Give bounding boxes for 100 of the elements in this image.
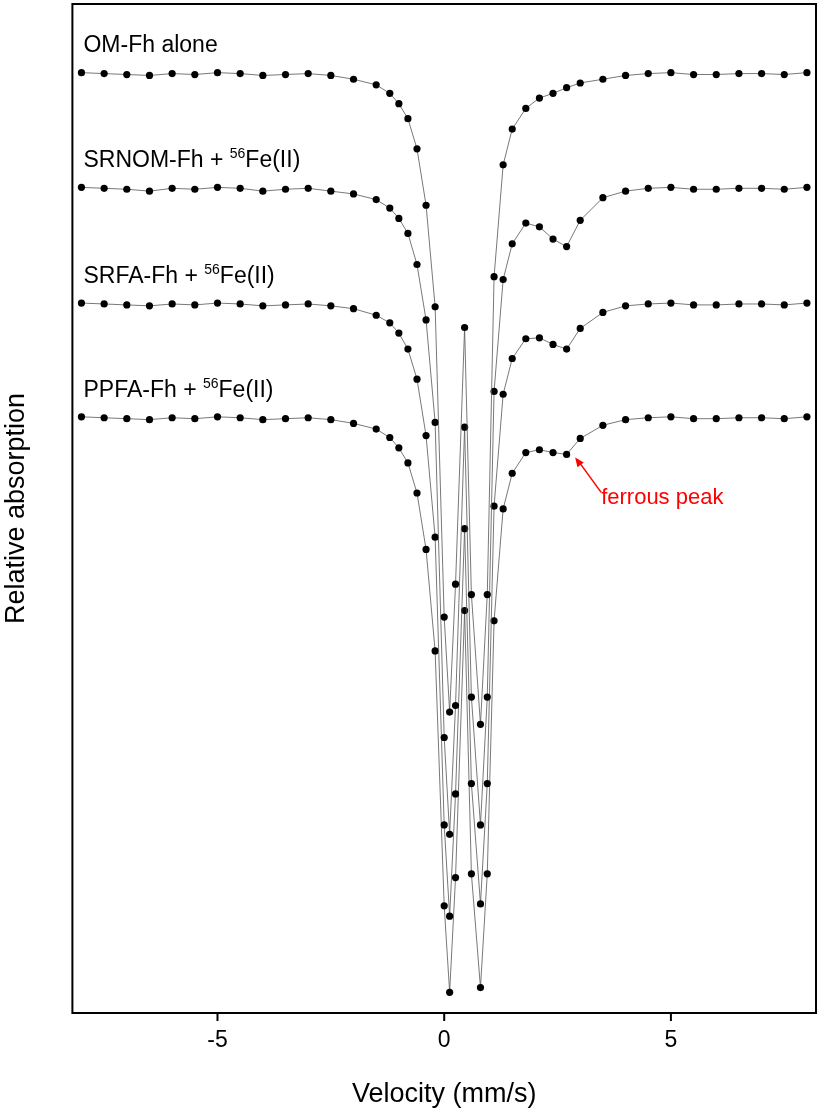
point [236,69,244,78]
point [304,69,312,78]
point [123,301,131,309]
point [145,302,154,310]
point [467,590,476,599]
point [413,145,421,153]
point [422,545,430,554]
point [431,647,439,655]
point [372,425,380,433]
point [499,390,507,398]
point [236,414,244,422]
point [431,418,439,427]
point [395,100,403,108]
point [446,912,454,920]
point [476,984,485,992]
point [386,89,394,97]
point [735,69,743,78]
point [100,69,108,78]
point [446,830,454,838]
point [372,195,380,204]
point [689,415,698,423]
point [145,187,154,195]
series-label: OM-Fh alone [83,30,218,58]
point [440,733,448,742]
point [77,299,86,307]
point [259,187,267,195]
point [145,416,154,424]
point [689,70,698,79]
point [535,334,544,342]
point [599,421,607,429]
point [440,613,448,621]
point [522,104,530,112]
point [803,413,811,421]
point [372,81,380,89]
point [451,873,460,882]
point [712,185,720,193]
point [483,870,491,878]
point [476,821,485,829]
point [191,415,199,423]
point [563,243,571,251]
point [508,469,516,477]
point [259,302,267,310]
point [476,720,485,728]
point [735,300,743,308]
point [349,190,358,198]
point [757,414,766,422]
point [490,273,498,281]
point [499,161,507,169]
point [77,69,86,77]
point [599,308,607,317]
point [549,448,557,457]
point [644,69,652,78]
point [349,305,358,313]
point [576,216,584,224]
point [451,701,460,710]
series-label: PPFA-Fh + $^{56}$Fe(II) [83,374,274,403]
point [599,75,607,83]
point [123,415,131,423]
point [467,693,476,701]
point [431,533,439,541]
point [213,183,222,191]
point [191,185,199,193]
point [689,301,698,309]
point [803,69,811,77]
point [431,303,439,311]
point [349,75,358,83]
point [77,183,86,191]
point [757,69,766,78]
point [522,448,530,457]
point [77,413,86,421]
point [621,71,630,80]
point [621,187,630,195]
point [100,184,108,192]
point [236,184,244,192]
point [168,69,176,78]
point [803,299,811,307]
point [191,301,199,309]
point [535,94,544,102]
point [576,434,584,443]
point [667,183,675,191]
point [327,187,335,195]
point [404,115,412,123]
point [535,446,544,454]
point [123,70,131,79]
point [281,185,290,193]
point [712,301,720,309]
series-label: SRNOM-Fh + $^{56}$Fe(II) [83,145,301,174]
point [644,184,652,192]
point [236,300,244,308]
point [780,415,788,423]
point [476,900,485,908]
point [327,302,335,310]
y-axis-title: Relative absorption [0,392,30,625]
point [563,450,571,459]
point [304,300,312,308]
point [100,414,108,422]
point [508,354,516,363]
point [735,184,743,192]
x-tick-label: 5 [664,1026,678,1053]
point [440,821,448,829]
